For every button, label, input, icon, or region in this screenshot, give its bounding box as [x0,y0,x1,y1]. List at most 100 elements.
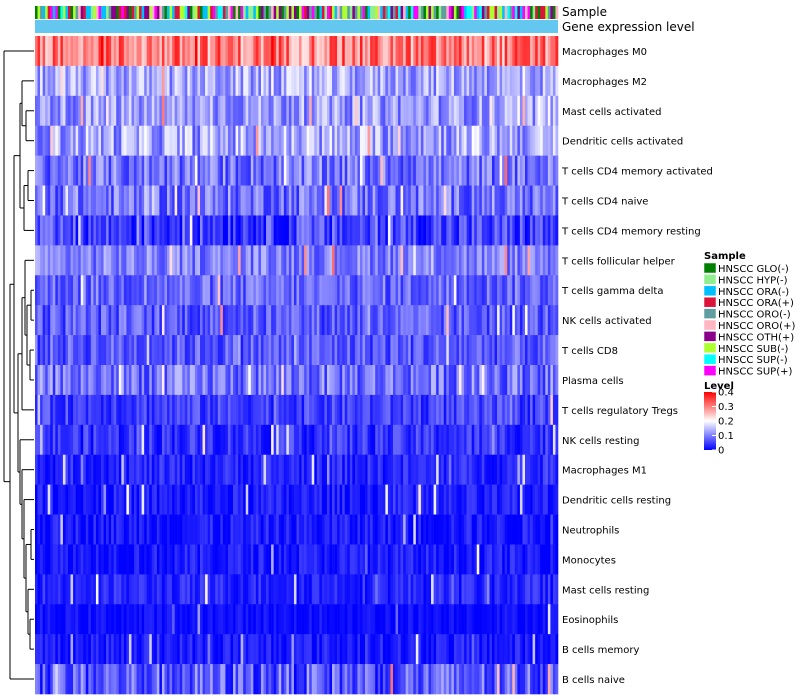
heatmap-cell [291,245,295,276]
heatmap-cell [519,454,523,485]
heatmap-cell [103,245,107,276]
heatmap-cell [217,634,221,665]
heatmap-cell [233,484,236,515]
heatmap-cell [207,634,211,665]
heatmap-cell [65,574,69,605]
heatmap-cell [380,664,384,695]
heatmap-cell [537,365,541,396]
heatmap-cell [174,544,178,575]
heatmap-cell [339,634,343,665]
heatmap-cell [357,514,361,545]
heatmap-cell [288,544,292,575]
heatmap-cell [116,514,120,545]
heatmap-cell [266,424,269,456]
heatmap-cell [83,394,87,426]
heatmap-cell [136,335,140,366]
heatmap-cell [545,335,549,366]
heatmap-cell [42,65,46,97]
heatmap-cell [499,36,503,67]
heatmap-cell [476,95,480,127]
sample-annotation-cell [552,6,556,19]
heatmap-cell [382,185,386,216]
heatmap-cell [347,275,351,306]
heatmap-cell [113,125,117,156]
heatmap-cell [80,95,84,127]
heatmap-cell [258,125,262,156]
heatmap-cell [35,335,38,366]
heatmap-row [35,424,559,456]
heatmap-cell [271,65,274,97]
heatmap-cell [55,365,59,396]
heatmap-cell [469,544,472,575]
heatmap-cell [375,245,379,276]
heatmap-cell [245,305,249,336]
heatmap-cell [481,185,485,216]
heatmap-cell [235,65,239,97]
heatmap-cell [552,604,556,635]
heatmap-cell [418,185,422,216]
heatmap-cell [281,125,285,156]
heatmap-cell [167,574,170,605]
heatmap-cell [131,65,135,97]
heatmap-cell [52,484,56,515]
heatmap-cell [326,604,330,635]
heatmap-cell [227,215,231,246]
heatmap-cell [154,155,158,186]
heatmap-cell [187,65,191,97]
heatmap-cell [431,65,434,97]
heatmap-cell [258,664,262,695]
heatmap-cell [474,245,478,276]
heatmap-cell [359,394,363,426]
heatmap-cell [382,245,386,276]
heatmap-cell [420,215,424,246]
heatmap-cell [212,245,216,276]
heatmap-cell [101,275,104,306]
heatmap-cell [382,514,386,545]
heatmap-cell [433,544,437,575]
heatmap-cell [85,185,89,216]
heatmap-cell [101,604,104,635]
sample-annotation-cell [278,6,282,19]
heatmap-cell [121,664,125,695]
sample-annotation-cell [370,6,373,19]
heatmap-cell [392,275,396,306]
sample-annotation-cell [309,6,313,19]
heatmap-cell [276,544,280,575]
heatmap-cell [149,36,153,67]
heatmap-cell [273,484,277,515]
heatmap-cell [382,125,386,156]
heatmap-cell [420,185,424,216]
heatmap-cell [461,185,465,216]
heatmap-cell [255,95,259,127]
heatmap-cell [532,65,536,97]
heatmap-cell [187,275,191,306]
heatmap-cell [326,365,330,396]
heatmap-cell [37,544,41,575]
heatmap-cell [423,574,427,605]
heatmap-cell [273,245,277,276]
heatmap-cell [296,215,300,246]
heatmap-cell [271,335,274,366]
heatmap-cell [456,634,460,665]
heatmap-cell [273,36,277,67]
heatmap-cell [309,36,313,67]
heatmap-cell [95,36,99,67]
sample-annotation-cell [461,6,465,19]
heatmap-cell [235,305,239,336]
heatmap-cell [451,574,455,605]
heatmap-cell [113,544,117,575]
row-label: T cells regulatory Tregs [561,406,678,417]
heatmap-cell [40,335,43,366]
heatmap-cell [179,514,183,545]
heatmap-cell [517,664,521,695]
heatmap-cell [202,215,206,246]
heatmap-cell [425,65,429,97]
heatmap-cell [151,365,155,396]
heatmap-cell [497,484,500,515]
heatmap-cell [339,155,343,186]
heatmap-cell [486,335,490,366]
heatmap-cell [438,574,442,605]
heatmap-cell [131,394,135,426]
heatmap-cell [210,424,214,456]
heatmap-cell [149,95,153,127]
